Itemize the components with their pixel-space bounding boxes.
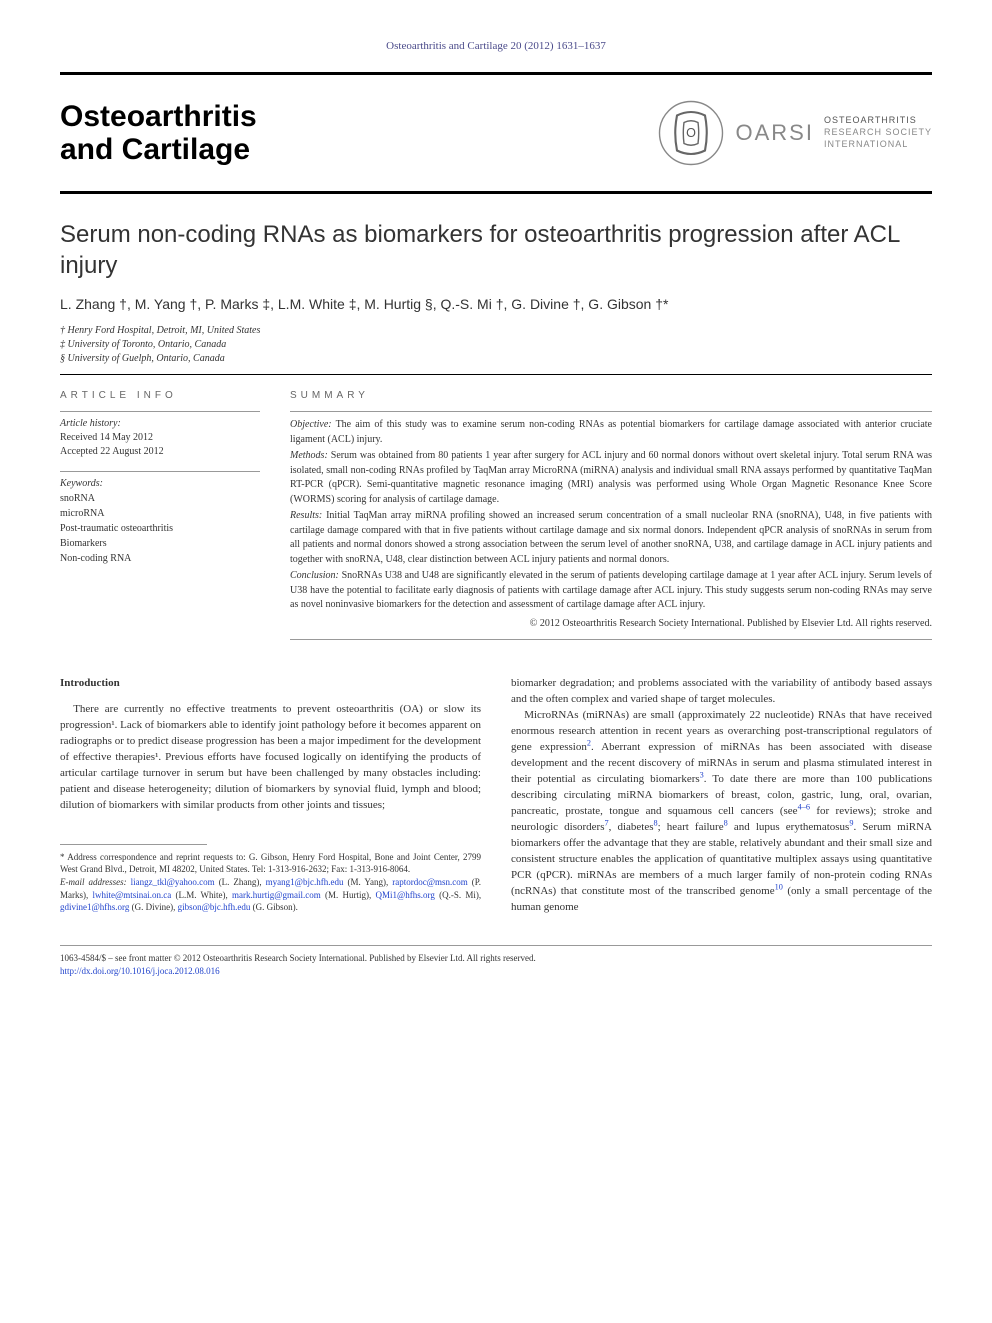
logo-text: OSTEOARTHRITIS RESEARCH SOCIETY INTERNAT… <box>824 115 932 150</box>
methods-text: Serum was obtained from 80 patients 1 ye… <box>290 450 932 505</box>
oarsi-logo-icon: O <box>656 98 726 168</box>
logo-line1: OSTEOARTHRITIS <box>824 115 932 127</box>
logo-acronym-text: OARSI <box>736 120 814 145</box>
objective-label: Objective: <box>290 419 332 430</box>
keyword-5: Non-coding RNA <box>60 551 260 566</box>
keyword-2: microRNA <box>60 506 260 521</box>
affiliation-2: ‡ University of Toronto, Ontario, Canada <box>60 338 932 352</box>
conclusion-label: Conclusion: <box>290 570 339 581</box>
svg-text:O: O <box>686 126 696 140</box>
email-8-who: (G. Gibson) <box>253 902 296 912</box>
author-list: L. Zhang †, M. Yang †, P. Marks ‡, L.M. … <box>60 296 932 312</box>
summary-label: SUMMARY <box>290 390 932 401</box>
article-title: Serum non-coding RNAs as biomarkers for … <box>60 219 932 281</box>
correspondence-text: * Address correspondence and reprint req… <box>60 851 481 876</box>
logo-acronym: OARSI <box>736 120 814 146</box>
affiliations: † Henry Ford Hospital, Detroit, MI, Unit… <box>60 324 932 366</box>
email-1[interactable]: liangz_tkl@yahoo.com <box>131 877 215 887</box>
intro-heading: Introduction <box>60 676 481 692</box>
ref-4-6[interactable]: 4–6 <box>798 802 810 811</box>
society-logo-block: O OARSI OSTEOARTHRITIS RESEARCH SOCIETY … <box>656 98 933 168</box>
email-2[interactable]: myang1@bjc.hfh.edu <box>266 877 344 887</box>
ref-10[interactable]: 10 <box>775 882 783 891</box>
summary-block: SUMMARY Objective: The aim of this study… <box>290 390 932 646</box>
email-4-who: (L.M. White) <box>176 890 226 900</box>
info-rule-1 <box>60 411 260 412</box>
p3g: and lupus erythematosus <box>728 821 850 833</box>
history-accepted: Accepted 22 August 2012 <box>60 445 260 459</box>
email-4[interactable]: lwhite@mtsinai.on.ca <box>92 890 171 900</box>
body-column-right: biomarker degradation; and problems asso… <box>511 676 932 915</box>
logo-line3: INTERNATIONAL <box>824 139 932 151</box>
methods-label: Methods: <box>290 450 328 461</box>
rule-top-thick <box>60 72 932 75</box>
intro-para-3: MicroRNAs (miRNAs) are small (approximat… <box>511 708 932 915</box>
objective-text: The aim of this study was to examine ser… <box>290 419 932 445</box>
keywords-heading: Keywords: <box>60 478 260 489</box>
email-2-who: (M. Yang) <box>347 877 386 887</box>
correspondence-footnote: * Address correspondence and reprint req… <box>60 851 481 914</box>
p3e: , diabetes <box>609 821 654 833</box>
journal-title-line2: and Cartilage <box>60 133 250 166</box>
summary-rule <box>290 411 932 412</box>
journal-header: Osteoarthritis and Cartilage O OARSI OST… <box>60 83 932 183</box>
history-heading: Article history: <box>60 418 260 429</box>
summary-copyright: © 2012 Osteoarthritis Research Society I… <box>290 617 932 632</box>
info-rule-2 <box>60 471 260 472</box>
correspondence-emails: E-mail addresses: liangz_tkl@yahoo.com (… <box>60 876 481 914</box>
journal-title: Osteoarthritis and Cartilage <box>60 100 257 166</box>
history-received: Received 14 May 2012 <box>60 431 260 445</box>
keyword-3: Post-traumatic osteoarthritis <box>60 521 260 536</box>
conclusion-text: SnoRNAs U38 and U48 are significantly el… <box>290 570 932 610</box>
rule-header-bottom <box>60 191 932 194</box>
keyword-4: Biomarkers <box>60 536 260 551</box>
email-8[interactable]: gibson@bjc.hfh.edu <box>178 902 251 912</box>
results-label: Results: <box>290 510 322 521</box>
footnote-rule <box>60 844 207 845</box>
journal-reference: Osteoarthritis and Cartilage 20 (2012) 1… <box>60 40 932 52</box>
summary-text: Objective: The aim of this study was to … <box>290 418 932 631</box>
keywords-list: snoRNA microRNA Post-traumatic osteoarth… <box>60 491 260 566</box>
rule-after-affil <box>60 374 932 375</box>
email-7[interactable]: gdivine1@hfhs.org <box>60 902 129 912</box>
summary-methods: Methods: Serum was obtained from 80 pati… <box>290 449 932 507</box>
logo-line2: RESEARCH SOCIETY <box>824 127 932 139</box>
info-summary-row: ARTICLE INFO Article history: Received 1… <box>60 390 932 646</box>
affiliation-1: † Henry Ford Hospital, Detroit, MI, Unit… <box>60 324 932 338</box>
email-6[interactable]: QMi1@hfhs.org <box>376 890 435 900</box>
email-3[interactable]: raptordoc@msn.com <box>392 877 468 887</box>
article-info-block: ARTICLE INFO Article history: Received 1… <box>60 390 260 646</box>
email-label: E-mail addresses: <box>60 877 127 887</box>
email-5-who: (M. Hurtig) <box>325 890 369 900</box>
email-6-who: (Q.-S. Mi) <box>439 890 479 900</box>
intro-para-1: There are currently no effective treatme… <box>60 702 481 814</box>
body-columns: Introduction There are currently no effe… <box>60 676 932 915</box>
summary-objective: Objective: The aim of this study was to … <box>290 418 932 447</box>
email-7-who: (G. Divine) <box>132 902 174 912</box>
journal-title-line1: Osteoarthritis <box>60 100 257 133</box>
intro-para-2: biomarker degradation; and problems asso… <box>511 676 932 708</box>
p3f: ; heart failure <box>658 821 724 833</box>
keyword-1: snoRNA <box>60 491 260 506</box>
affiliation-3: § University of Guelph, Ontario, Canada <box>60 352 932 366</box>
summary-results: Results: Initial TaqMan array miRNA prof… <box>290 509 932 567</box>
summary-rule-bottom <box>290 639 932 640</box>
email-1-who: (L. Zhang) <box>219 877 260 887</box>
results-text: Initial TaqMan array miRNA profiling sho… <box>290 510 932 565</box>
body-column-left: Introduction There are currently no effe… <box>60 676 481 915</box>
email-5[interactable]: mark.hurtig@gmail.com <box>232 890 321 900</box>
footer-doi-link[interactable]: http://dx.doi.org/10.1016/j.joca.2012.08… <box>60 966 220 976</box>
summary-conclusion: Conclusion: SnoRNAs U38 and U48 are sign… <box>290 569 932 613</box>
page-footer: 1063-4584/$ – see front matter © 2012 Os… <box>60 945 932 977</box>
footer-issn: 1063-4584/$ – see front matter © 2012 Os… <box>60 952 932 965</box>
article-info-label: ARTICLE INFO <box>60 390 260 401</box>
